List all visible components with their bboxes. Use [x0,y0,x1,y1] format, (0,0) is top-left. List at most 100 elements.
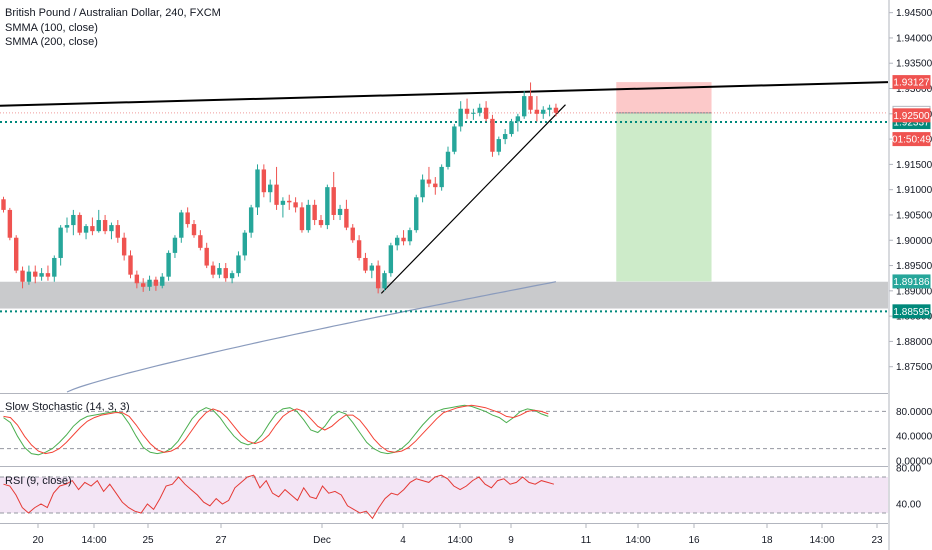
candle-body [464,108,470,114]
support-zone [0,281,888,309]
smma-200-line [66,281,557,393]
candle-body [414,197,419,231]
candle-body [268,184,273,193]
candle-body [547,107,552,110]
candle-body [20,270,25,282]
rsi-title: RSI (9, close) [5,475,72,487]
candle-body [166,252,171,277]
main-price-pane[interactable] [0,81,889,524]
candle-body [33,271,38,277]
price-tick-label: 1.94500 [896,8,932,19]
price-tick-label: 1.89500 [896,261,932,272]
candle-body [14,237,19,271]
price-tick-label: 1.90000 [896,236,932,247]
candle-body [299,207,305,231]
candle-body [375,265,381,289]
candle-body [58,227,63,258]
candle-body [356,240,362,258]
rising-trendline [380,104,566,294]
stochastic-pane[interactable] [0,404,888,456]
candle-body [388,245,394,274]
level-price-tag-label: 1.92337 [893,118,930,129]
candle-body [77,214,82,233]
candle-body [534,109,540,114]
candle-body [52,257,57,277]
candle-body [115,225,120,238]
time-tick-label: 14:00 [81,535,106,546]
price-tick-label: 1.89000 [896,286,932,297]
time-axis[interactable]: 20 14:00 25 27 Dec 4 14:00 9 11 14:00 16 18 14:00 23 [32,524,883,546]
price-tag [892,75,931,90]
candle-body [318,220,324,226]
candle-body [172,237,178,253]
price-tick-label: 1.94000 [896,33,932,44]
candle-body [39,273,44,277]
candle-body [1,199,6,210]
price-tags: 1.925191.923371.885951.931271.9250001:50… [892,75,931,319]
candle-body [553,107,559,113]
candle-body [471,112,476,114]
candle-body [185,212,190,225]
price-tag [892,108,931,123]
candle-body [445,151,451,167]
candle-body [515,116,521,122]
take-profit-zone [616,112,712,282]
candle-body [261,169,267,193]
price-tick-label: 1.90500 [896,210,932,221]
time-tick-label: 14:00 [625,535,650,546]
stochastic-tick-label: 80.00000 [896,407,932,418]
rsi-pane[interactable] [0,474,888,520]
price-tick-label: 1.93000 [896,84,932,95]
candle-body [141,283,146,287]
candle-body [248,207,254,233]
time-tick-label: 25 [142,535,154,546]
rsi-line [3,474,555,520]
time-tick-label: 4 [400,535,406,546]
candle-body [509,121,514,135]
candle-body [477,107,482,113]
candle-body [153,279,159,286]
candle-body [522,96,527,117]
chart-title: British Pound / Australian Dollar, 240, … [5,7,221,19]
candle-body [160,276,165,286]
candle-body [502,134,508,140]
stochastic-tick-label: 0.00000 [896,457,932,468]
time-tick-label: 14:00 [447,535,472,546]
rsi-tick-label: 40.00 [896,500,921,511]
time-tick-label: 23 [871,535,883,546]
price-tag-label: 1.93127 [893,78,930,89]
candle-body [344,208,349,228]
rsi-tick-label: 80.00 [896,464,921,475]
level-price-tag-label: 1.88595 [893,307,930,318]
price-tick-label: 1.87500 [896,362,932,373]
candle-body [420,179,425,198]
candle-body [312,204,317,221]
candle-body [331,187,336,215]
stochastic-d-line [3,404,549,455]
time-tick-label: 16 [688,535,700,546]
indicator-smma-100: SMMA (100, close) [5,22,98,34]
time-tick-label: Dec [313,535,331,546]
time-tick-label: 20 [32,535,44,546]
candle-body [147,279,152,287]
candle-body [45,273,51,277]
price-tick-label: 1.93500 [896,59,932,70]
candle-body [293,202,298,208]
candle-body [71,214,76,226]
candle-body [191,224,197,236]
price-tag [892,132,931,147]
indicator-smma-200: SMMA (200, close) [5,36,98,48]
candle-body [64,225,70,228]
candle-body [363,257,368,271]
candle-body [242,232,247,256]
candle-body [179,212,184,238]
candle-body [325,187,330,226]
candle-body [439,166,444,188]
candle-body [407,230,413,242]
price-tag-label: 1.92500 [893,111,930,122]
time-tick-label: 27 [215,535,227,546]
candle-body [337,208,343,215]
time-tick-label: 9 [508,535,514,546]
candle-body [287,200,292,203]
